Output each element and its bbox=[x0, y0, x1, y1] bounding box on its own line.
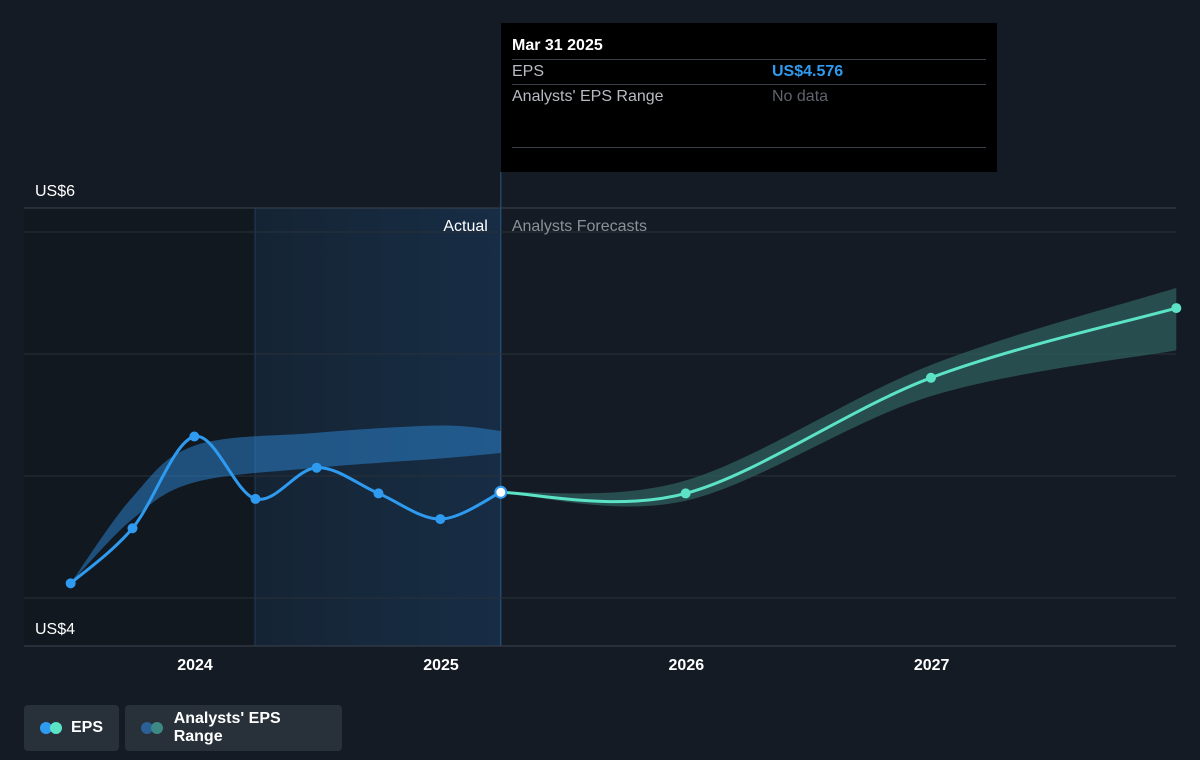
eps-point bbox=[189, 431, 200, 442]
eps-point-selected bbox=[494, 485, 508, 499]
tooltip-range-value: No data bbox=[772, 88, 829, 105]
eps-point bbox=[127, 523, 138, 534]
legend-range-label: Analysts' EPS Range bbox=[173, 710, 281, 745]
y-tick-label: US$6 bbox=[35, 183, 75, 200]
tooltip-range-label: Analysts' EPS Range bbox=[512, 88, 664, 105]
eps-point bbox=[925, 372, 936, 383]
tooltip-row-range: Analysts' EPS Range No data bbox=[512, 84, 986, 109]
x-tick-label: 2026 bbox=[669, 657, 705, 674]
x-tick-label: 2024 bbox=[177, 657, 213, 674]
tooltip-eps-label: EPS bbox=[512, 63, 545, 80]
eps-point bbox=[680, 488, 691, 499]
y-tick-label: US$4 bbox=[35, 621, 75, 638]
tooltip: Mar 31 2025 EPS US$4.576 Analysts' EPS R… bbox=[501, 23, 997, 172]
x-tick-label: 2027 bbox=[914, 657, 950, 674]
range-band-forecast bbox=[500, 287, 1177, 507]
x-tick-label: 2025 bbox=[423, 657, 459, 674]
tooltip-divider bbox=[512, 147, 986, 148]
range-legend-icon bbox=[141, 722, 166, 734]
tooltip-row-eps: EPS US$4.576 bbox=[512, 59, 986, 84]
eps-point bbox=[250, 493, 261, 504]
eps-point bbox=[65, 578, 76, 589]
eps-line-forecast bbox=[500, 306, 1177, 504]
tooltip-eps-value: US$4.576 bbox=[772, 63, 844, 80]
eps-point bbox=[435, 514, 446, 525]
range-band-actual bbox=[70, 425, 501, 584]
legend-eps-button[interactable]: EPS bbox=[24, 705, 119, 751]
legend-range-button[interactable]: Analysts' EPS Range bbox=[125, 705, 342, 751]
actual-label: Actual bbox=[443, 218, 487, 235]
eps-point bbox=[373, 488, 384, 499]
forecast-label: Analysts Forecasts bbox=[512, 218, 647, 235]
tooltip-date: Mar 31 2025 bbox=[512, 37, 603, 54]
legend-eps-label: EPS bbox=[70, 719, 103, 736]
eps-line-actual bbox=[69, 435, 502, 585]
past-region-bg bbox=[24, 208, 255, 646]
eps-legend-icon bbox=[40, 722, 63, 734]
eps-point bbox=[1171, 303, 1182, 314]
eps-point bbox=[311, 462, 322, 473]
